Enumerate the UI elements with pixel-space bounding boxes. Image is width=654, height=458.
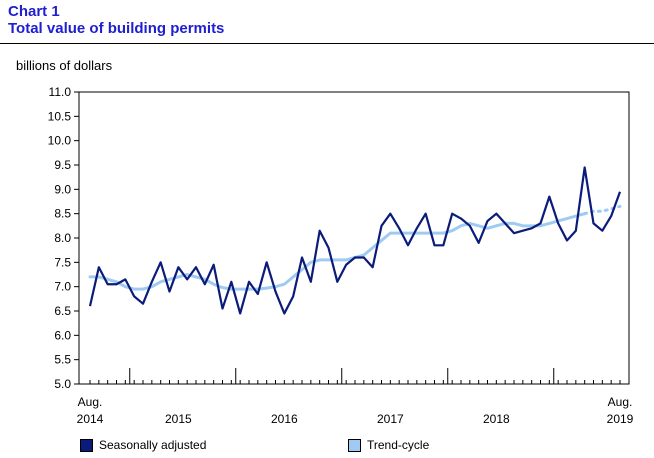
legend-swatch-seasonally-adjusted xyxy=(80,438,93,452)
x-tick-label-year: 2015 xyxy=(165,412,192,426)
series-line-seasonally-adjusted xyxy=(88,166,622,315)
x-tick-label-year: 2014 xyxy=(77,412,104,426)
legend-item-seasonally-adjusted: Seasonally adjusted xyxy=(80,438,206,452)
y-tick-label: 5.5 xyxy=(54,353,71,367)
legend-item-trend-cycle: Trend-cycle xyxy=(348,438,429,452)
x-tick-label-month: Aug. xyxy=(608,395,633,409)
y-tick-label: 8.0 xyxy=(54,231,71,245)
header-rule xyxy=(0,43,654,44)
y-tick-label: 7.5 xyxy=(54,255,71,269)
x-tick-label-year: 2018 xyxy=(483,412,510,426)
y-tick-label: 7.0 xyxy=(54,280,71,294)
y-tick-label: 10.0 xyxy=(48,134,72,148)
y-tick-label: 5.0 xyxy=(54,377,71,391)
y-tick-label: 9.0 xyxy=(54,182,71,196)
legend-label-trend-cycle: Trend-cycle xyxy=(367,438,430,452)
x-axis: Aug. 2014 2015 2016 2017 2018 Aug. 2019 xyxy=(77,368,634,426)
series-line-trend-cycle xyxy=(88,212,587,291)
x-tick-label-month: Aug. xyxy=(78,395,103,409)
legend-swatch-trend-cycle xyxy=(348,438,361,452)
y-tick-label: 6.0 xyxy=(54,328,71,342)
y-tick-label: 11.0 xyxy=(49,85,72,99)
y-axis: 5.0 5.5 6.0 6.5 7.0 7.5 8.0 8.5 9.0 9.5 10.0 10.5 11… xyxy=(48,85,79,391)
y-axis-label: billions of dollars xyxy=(16,58,113,73)
x-tick-label-year: 2019 xyxy=(607,412,634,426)
chart-title: Total value of building permits xyxy=(8,20,225,37)
y-tick-label: 9.5 xyxy=(54,158,71,172)
y-tick-label: 6.5 xyxy=(54,304,71,318)
y-tick-label: 10.5 xyxy=(48,109,72,123)
x-tick-label-year: 2017 xyxy=(377,412,404,426)
legend-label-seasonally-adjusted: Seasonally adjusted xyxy=(99,438,207,452)
y-tick-label: 8.5 xyxy=(54,207,71,221)
series-layer xyxy=(88,166,622,315)
x-tick-label-year: 2016 xyxy=(271,412,298,426)
plot-frame xyxy=(78,91,630,385)
chart-number: Chart 1 xyxy=(8,3,60,20)
